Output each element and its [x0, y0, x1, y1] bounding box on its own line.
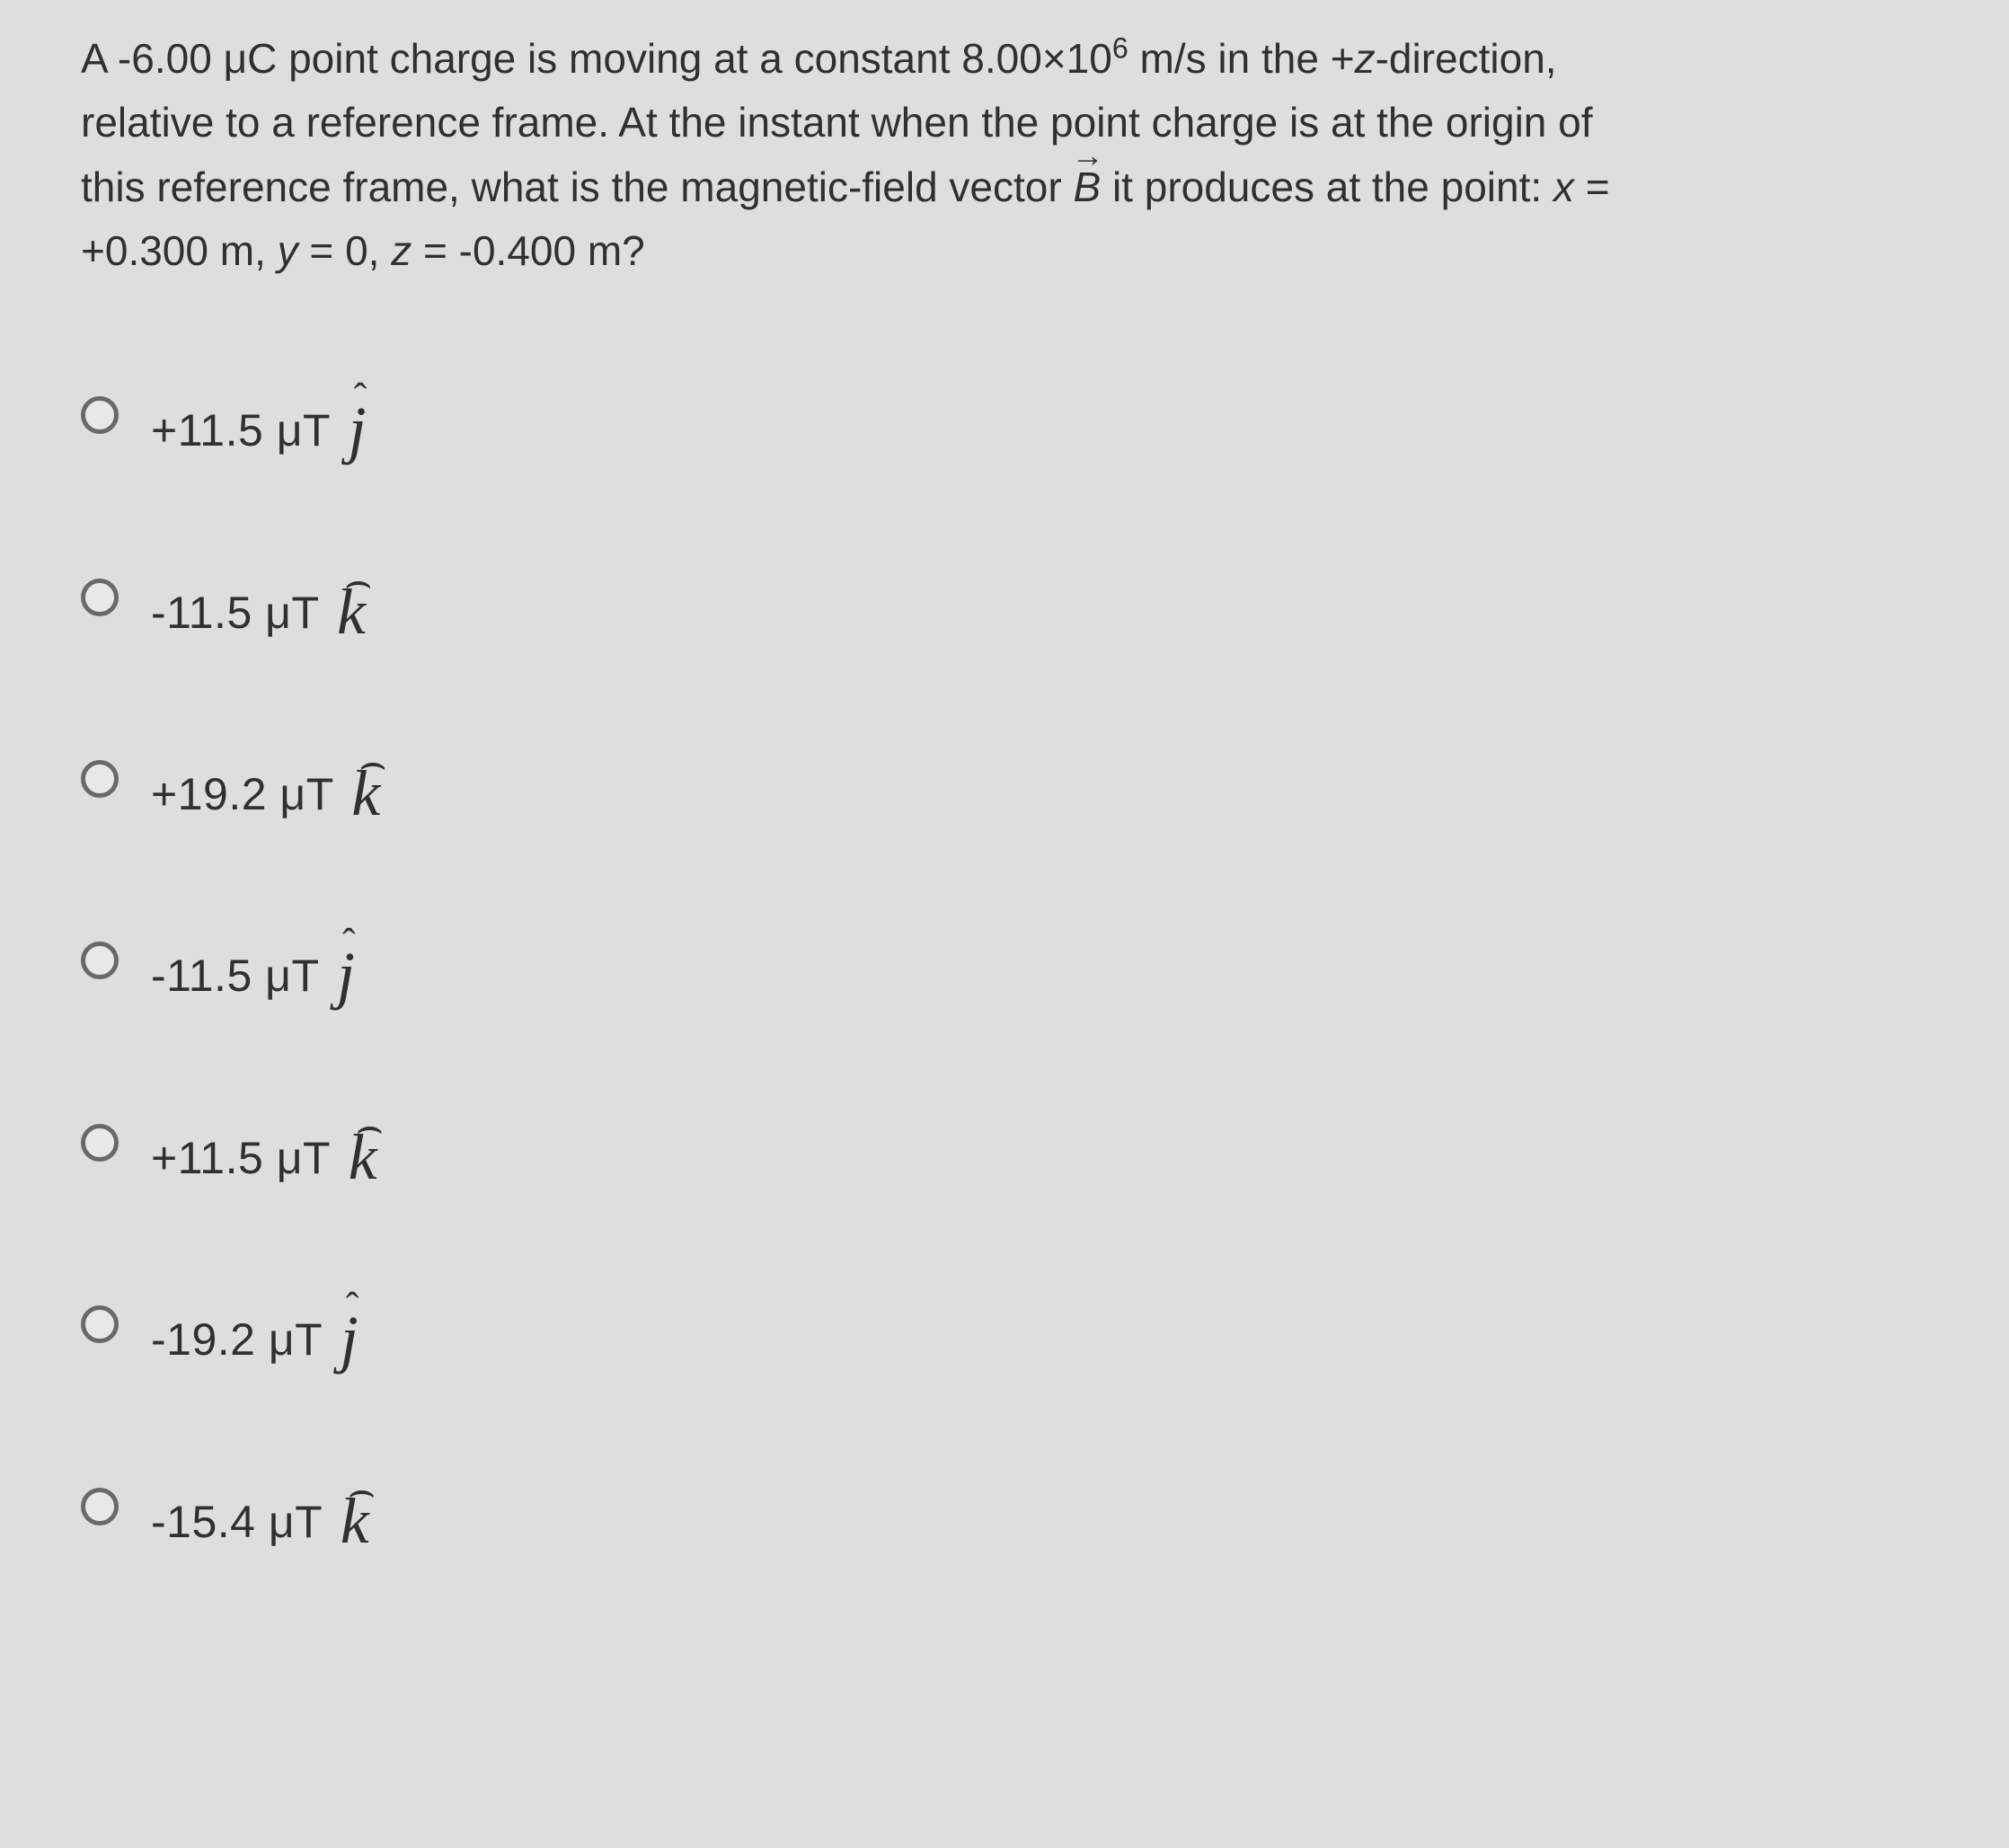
option-row[interactable]: -11.5 μT ⌢k	[81, 573, 1955, 650]
q-frag: A -6.00	[81, 35, 224, 82]
q-frag: z	[1355, 35, 1376, 82]
option-value: +11.5 μT	[151, 1133, 330, 1183]
radio-icon[interactable]	[81, 1124, 119, 1162]
arrow-icon: →	[1071, 139, 1103, 172]
unit-vector-k: ⌢k	[337, 573, 366, 650]
option-label: +19.2 μT ⌢k	[151, 755, 381, 832]
vector-B: →B	[1073, 155, 1101, 219]
option-row[interactable]: +11.5 μT ˆj	[81, 391, 1955, 468]
option-value: +19.2 μT	[151, 769, 333, 819]
option-value: -19.2 μT	[151, 1314, 322, 1365]
option-value: +11.5 μT	[151, 405, 330, 455]
option-label: -11.5 μT ˆj	[151, 936, 356, 1013]
question-text: A -6.00 μC point charge is moving at a c…	[81, 27, 1923, 283]
option-value: -15.4 μT	[151, 1497, 322, 1547]
unit-vector-k: ⌢k	[351, 755, 380, 832]
q-frag: z	[391, 227, 412, 274]
q-frag: -direction,	[1376, 35, 1557, 82]
option-row[interactable]: +19.2 μT ⌢k	[81, 755, 1955, 832]
q-frag: point charge is moving at a constant 8.0…	[277, 35, 1112, 82]
q-frag: μC	[224, 35, 278, 82]
hat-icon: ˆ	[346, 1287, 359, 1327]
q-exponent: 6	[1112, 32, 1128, 65]
q-frag: relative to a reference frame. At the in…	[81, 99, 1593, 146]
q-frag: +0.300 m,	[81, 227, 278, 274]
hat-icon: ˆ	[354, 378, 367, 418]
option-value: -11.5 μT	[151, 951, 319, 1001]
option-row[interactable]: -11.5 μT ˆj	[81, 936, 1955, 1013]
radio-icon[interactable]	[81, 396, 119, 434]
hat-icon: ⌢	[358, 742, 387, 785]
radio-icon[interactable]	[81, 1488, 119, 1525]
unit-vector-j: ˆj	[341, 1300, 359, 1377]
radio-icon[interactable]	[81, 942, 119, 979]
option-label: -11.5 μT ⌢k	[151, 573, 366, 650]
options-list: +11.5 μT ˆj -11.5 μT ⌢k +19.2 μT ⌢k -11.…	[81, 391, 1955, 1560]
q-frag: = -0.400 m?	[412, 227, 645, 274]
option-row[interactable]: -19.2 μT ˆj	[81, 1300, 1955, 1377]
radio-icon[interactable]	[81, 1305, 119, 1343]
q-frag: m/s in the +	[1128, 35, 1355, 82]
hat-icon: ⌢	[344, 561, 373, 604]
hat-icon: ⌢	[356, 1106, 385, 1149]
option-label: +11.5 μT ⌢k	[151, 1119, 377, 1196]
unit-vector-k: ⌢k	[341, 1482, 369, 1560]
option-value: -11.5 μT	[151, 588, 319, 638]
option-row[interactable]: -15.4 μT ⌢k	[81, 1482, 1955, 1560]
q-frag: = 0,	[298, 227, 392, 274]
option-label: +11.5 μT ˆj	[151, 391, 367, 468]
q-frag: it produces at the point:	[1101, 164, 1553, 210]
hat-icon: ˆ	[342, 924, 356, 963]
radio-icon[interactable]	[81, 760, 119, 798]
q-frag: y	[278, 227, 298, 274]
unit-vector-j: ˆj	[349, 391, 367, 468]
option-row[interactable]: +11.5 μT ⌢k	[81, 1119, 1955, 1196]
hat-icon: ⌢	[348, 1470, 376, 1513]
radio-icon[interactable]	[81, 579, 119, 616]
q-frag: =	[1574, 164, 1610, 210]
q-frag: x	[1553, 164, 1574, 210]
option-label: -15.4 μT ⌢k	[151, 1482, 369, 1560]
unit-vector-k: ⌢k	[349, 1119, 377, 1196]
option-label: -19.2 μT ˆj	[151, 1300, 358, 1377]
unit-vector-j: ˆj	[337, 936, 356, 1013]
q-frag: this reference frame, what is the magnet…	[81, 164, 1073, 210]
